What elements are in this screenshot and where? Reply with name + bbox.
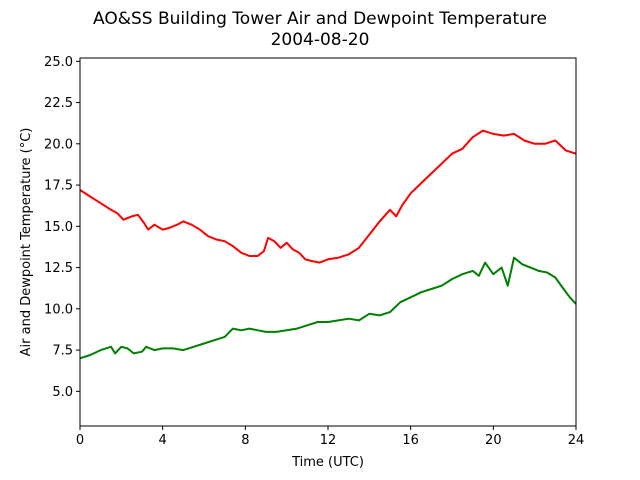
- x-tick-label: 20: [485, 433, 502, 448]
- x-tick-label: 8: [241, 433, 249, 448]
- chart-subtitle: 2004-08-20: [271, 30, 370, 50]
- x-tick-label: 0: [76, 433, 84, 448]
- y-tick-label: 5.0: [52, 385, 73, 400]
- air-temperature-line: [79, 129, 577, 264]
- y-tick-label: 20.0: [44, 137, 73, 152]
- x-axis-ticks: 0 4 8 12 16 20 24: [76, 426, 584, 448]
- x-tick-label: 12: [320, 433, 337, 448]
- dewpoint-temperature-line: [79, 256, 577, 360]
- plot-frame: [79, 57, 577, 427]
- x-tick-label: 16: [402, 433, 419, 448]
- y-tick-label: 15.0: [44, 220, 73, 235]
- y-axis-ticks: 5.0 7.5 10.0 12.5 15.0 17.5 20.0 22.5 25.0: [44, 55, 80, 400]
- x-tick-label: 4: [159, 433, 167, 448]
- x-tick-label: 24: [568, 433, 585, 448]
- x-axis-label: Time (UTC): [291, 455, 364, 470]
- y-tick-label: 17.5: [44, 179, 73, 194]
- y-tick-label: 12.5: [44, 261, 73, 276]
- y-tick-label: 22.5: [44, 96, 73, 111]
- chart-title: AO&SS Building Tower Air and Dewpoint Te…: [93, 9, 547, 29]
- y-tick-label: 7.5: [52, 344, 73, 359]
- series-lines: [79, 129, 577, 360]
- y-tick-label: 25.0: [44, 55, 73, 70]
- y-tick-label: 10.0: [44, 302, 73, 317]
- y-axis-label: Air and Dewpoint Temperature (°C): [19, 128, 34, 357]
